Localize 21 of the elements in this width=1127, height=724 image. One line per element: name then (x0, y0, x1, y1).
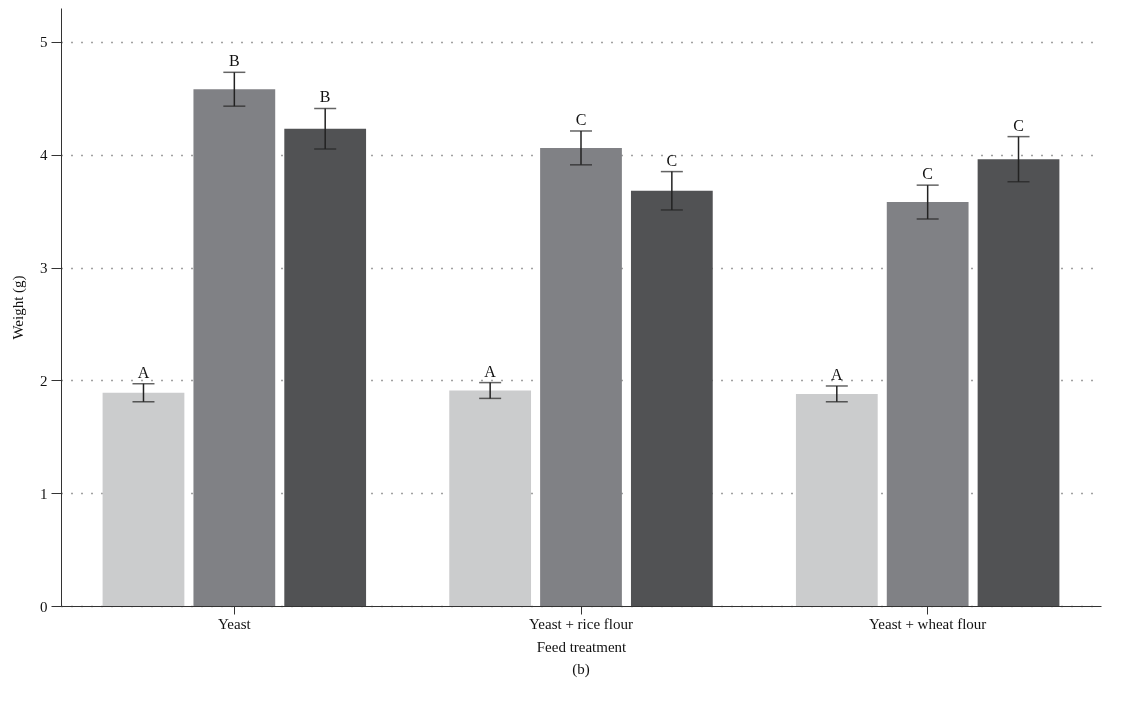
x-tick-label: Yeast + wheat flour (868, 615, 987, 632)
y-tick-label: 0 (40, 598, 48, 615)
data-label: A (137, 363, 150, 381)
data-label: A (831, 365, 844, 383)
data-label: B (229, 52, 240, 70)
y-tick-label: 4 (40, 147, 48, 164)
y-tick-label: 3 (40, 260, 48, 277)
y-tick-label: 2 (40, 372, 48, 389)
data-label: C (666, 151, 678, 169)
data-label: A (484, 362, 497, 380)
text: (b) (572, 661, 590, 678)
x-tick-label: Yeast + rice flour (529, 615, 633, 632)
data-label: C (1013, 116, 1024, 134)
data-label: C (922, 165, 933, 183)
x-tick-label: Yeast (218, 615, 252, 632)
y-axis-title: Weight (g) (10, 275, 27, 340)
x-axis-title: Feed treatment (536, 638, 628, 655)
data-label: C (575, 110, 587, 128)
y-tick-label: 5 (40, 34, 48, 51)
y-tick-label: 1 (40, 485, 48, 502)
data-label: B (319, 88, 331, 106)
